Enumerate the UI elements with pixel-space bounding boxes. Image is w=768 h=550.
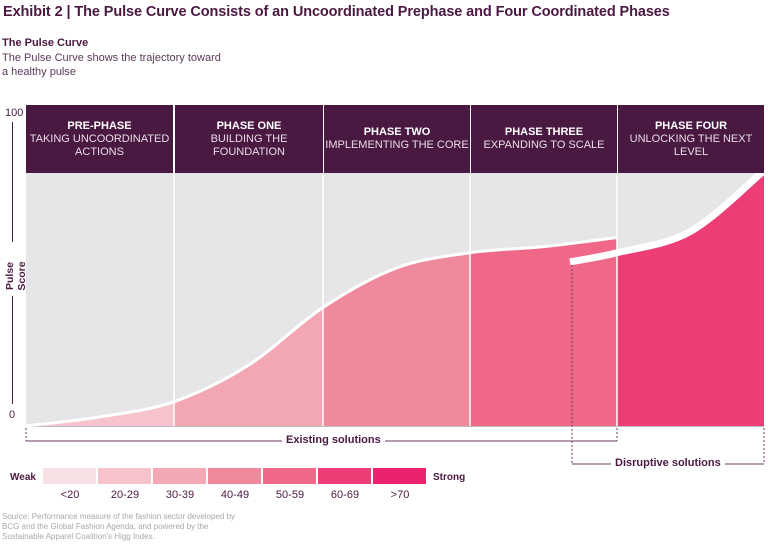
phase-title: PRE-PHASE [67, 119, 132, 132]
legend-swatch [208, 468, 261, 484]
existing-solutions-label: Existing solutions [282, 434, 385, 446]
existing-solutions-curve [25, 236, 618, 428]
legend-swatch [318, 468, 371, 484]
subtitle-heading: The Pulse Curve [2, 37, 89, 49]
phase-subtitle: IMPLEMENTING THE CORE [325, 139, 469, 151]
legend-range-label: 50-59 [275, 489, 305, 501]
legend-swatch [43, 468, 96, 484]
phase-subtitle: TAKING UNCOORDINATED ACTIONS [29, 132, 170, 158]
phase-header-phase-three: PHASE THREE EXPANDING TO SCALE [471, 105, 617, 173]
source-note: Source: Performance measure of the fashi… [2, 512, 236, 541]
disruptive-solutions-curve [569, 167, 767, 266]
disruptive-solutions-label: Disruptive solutions [611, 457, 725, 469]
phase-title: PHASE ONE [216, 119, 282, 132]
phase-title: PHASE FOUR [654, 119, 728, 132]
legend-swatch [263, 468, 316, 484]
phase-subtitle: UNLOCKING THE NEXT LEVEL [629, 132, 753, 158]
legend-swatch [98, 468, 151, 484]
y-axis-line-lower [12, 296, 13, 404]
subtitle-description: The Pulse Curve shows the trajectory tow… [2, 52, 221, 78]
legend-range-label: 40-49 [220, 489, 250, 501]
phase-header-phase-one: PHASE ONE BUILDING THE FOUNDATION [175, 105, 323, 173]
legend-range-label: <20 [60, 489, 80, 501]
legend-range-label: 60-69 [330, 489, 360, 501]
legend-swatch [373, 468, 426, 484]
y-axis-line-upper [12, 122, 13, 242]
legend-swatch [153, 468, 206, 484]
phase-header-pre-phase: PRE-PHASE TAKING UNCOORDINATED ACTIONS [26, 105, 173, 173]
y-tick-0: 0 [9, 409, 16, 421]
phase-fill-phase-four [617, 170, 764, 426]
phase-title: PHASE THREE [504, 126, 584, 138]
legend-range-label: 30-39 [165, 489, 195, 501]
exhibit-title: Exhibit 2 | The Pulse Curve Consists of … [3, 4, 670, 20]
phase-header-phase-four: PHASE FOUR UNLOCKING THE NEXT LEVEL [618, 105, 764, 173]
phase-fill-phase-three [470, 237, 617, 426]
phase-subtitle: EXPANDING TO SCALE [483, 139, 605, 151]
legend-range-label: >70 [390, 489, 410, 501]
phase-title: PHASE TWO [363, 126, 431, 138]
legend-range-label: 20-29 [110, 489, 140, 501]
phase-header-phase-two: PHASE TWO IMPLEMENTING THE CORE [324, 105, 470, 173]
legend-strong-label: Strong [433, 472, 466, 483]
legend-weak-label: Weak [10, 472, 36, 483]
phase-subtitle: BUILDING THE FOUNDATION [210, 132, 288, 158]
y-tick-100: 100 [5, 107, 24, 119]
